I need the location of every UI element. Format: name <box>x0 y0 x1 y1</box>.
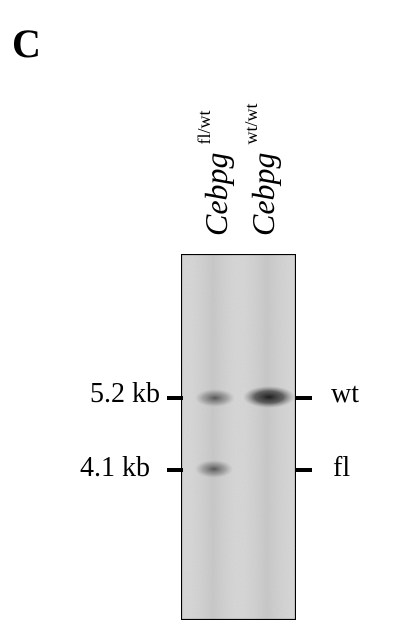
lane-genotype: fl/wt <box>194 110 214 145</box>
southern-blot-image <box>180 253 297 621</box>
band-fl-lane-1 <box>195 460 233 478</box>
lane-label-fl-wt: Cebpg fl/wt <box>194 110 234 236</box>
lane-genotype: wt/wt <box>241 103 261 145</box>
band-wt-lane-1 <box>195 389 235 407</box>
lane-gene-name: Cebpg <box>245 152 281 236</box>
panel-letter: C <box>12 21 41 66</box>
left-tick-4-1-kb <box>167 468 183 472</box>
band-label-fl: fl <box>333 452 351 483</box>
band-wt-lane-2 <box>243 386 295 408</box>
right-tick-fl <box>296 468 312 472</box>
size-marker-5-2-kb: 5.2 kb <box>90 378 160 409</box>
left-tick-5-2-kb <box>167 396 183 400</box>
lane-gene-name: Cebpg <box>198 152 234 236</box>
lane-label-wt-wt: Cebpg wt/wt <box>241 103 281 236</box>
right-tick-wt <box>296 396 312 400</box>
size-marker-4-1-kb: 4.1 kb <box>80 452 150 483</box>
band-label-wt: wt <box>331 378 359 409</box>
